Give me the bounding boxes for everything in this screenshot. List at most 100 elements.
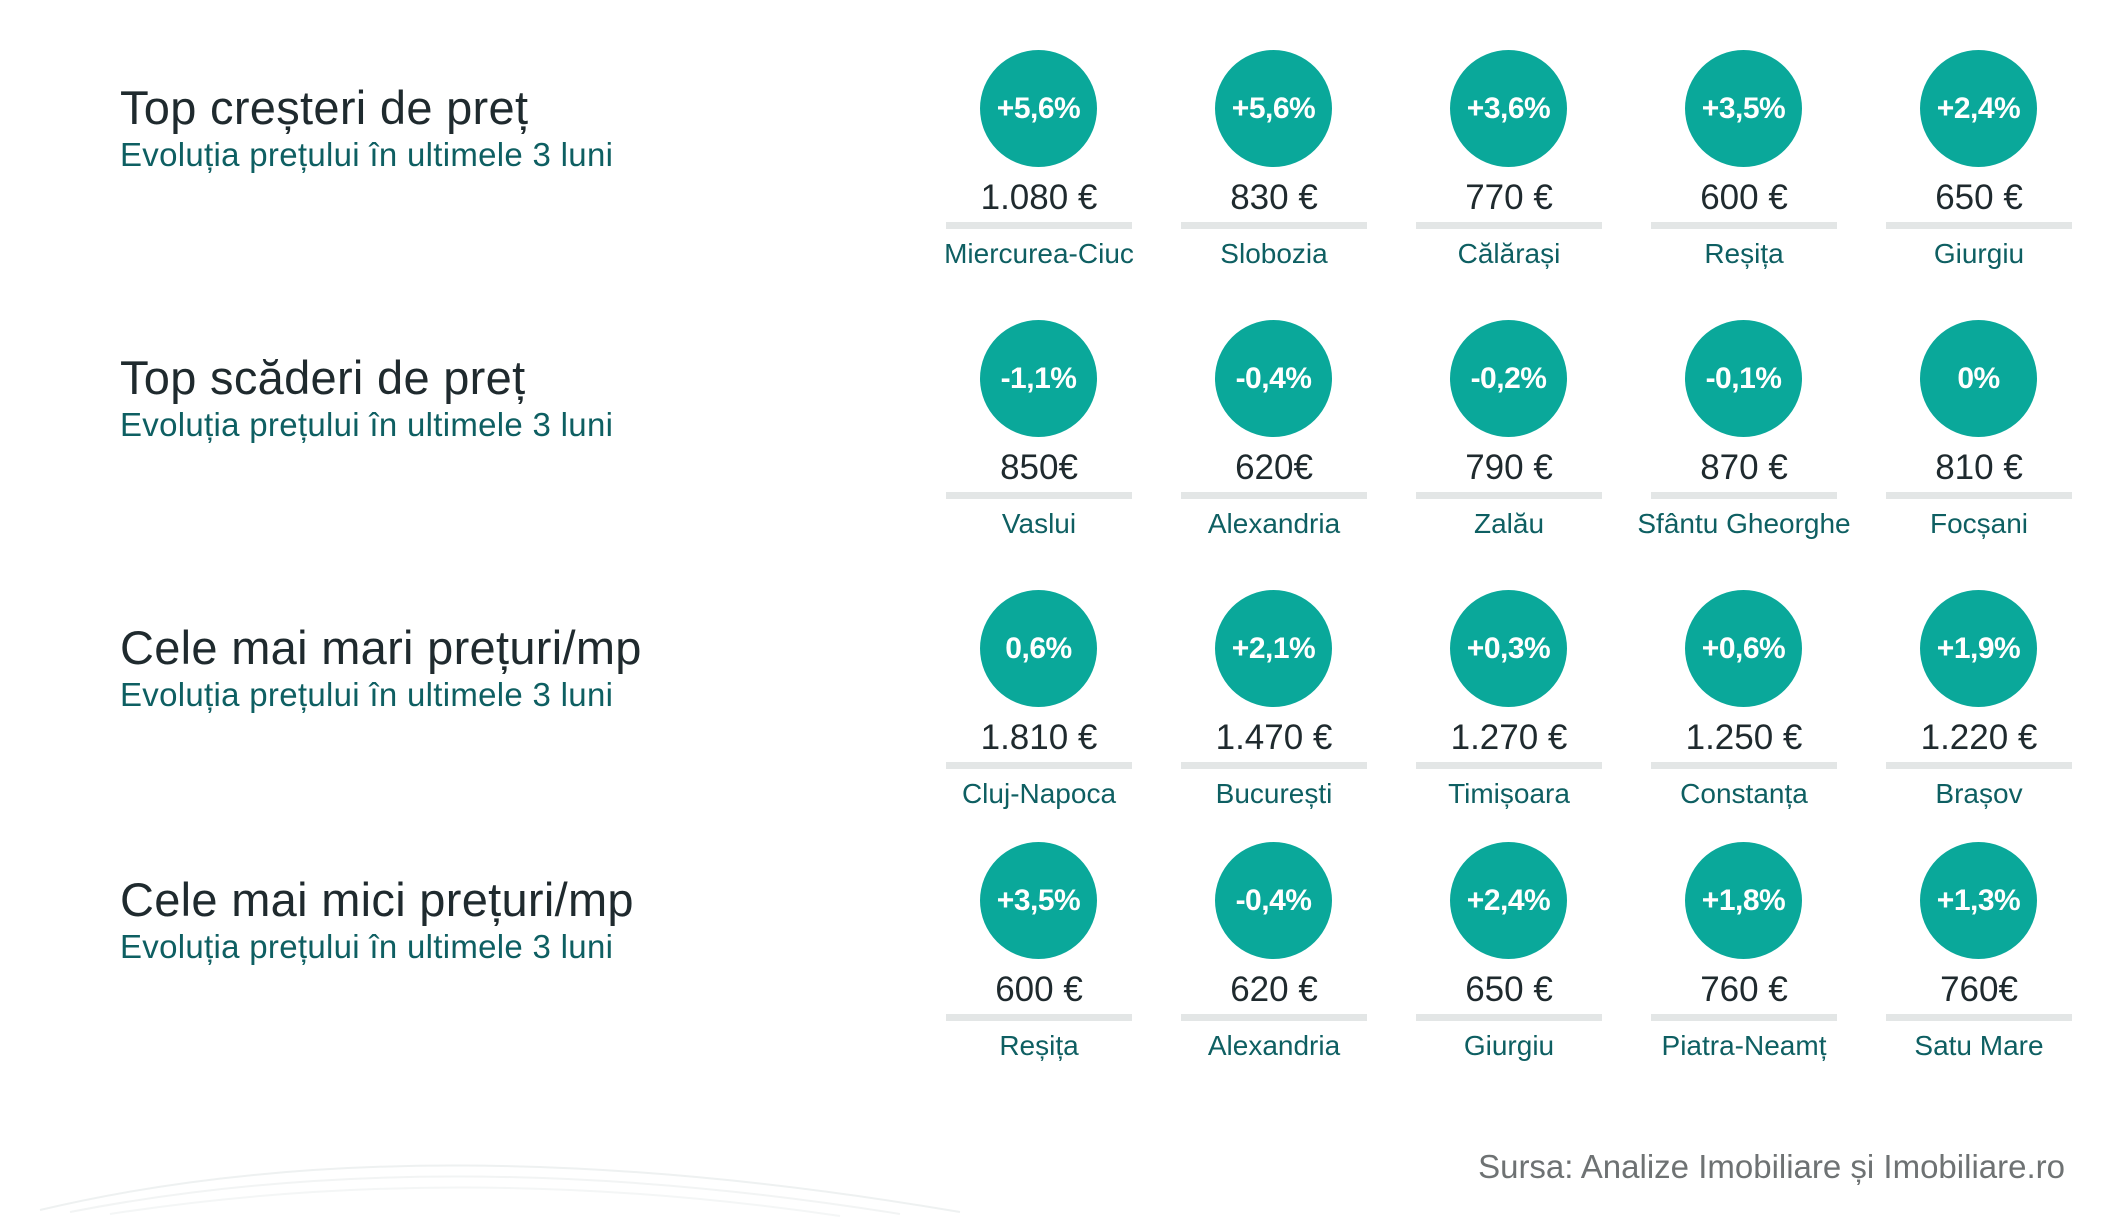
section-3: Cele mai mari prețuri/mp Evoluția prețulu… [0, 590, 2113, 840]
price-value: 770 € [1465, 178, 1553, 217]
divider [1886, 222, 2072, 229]
city-name: Giurgiu [1463, 1030, 1555, 1061]
divider [1651, 762, 1837, 769]
change-badge: +1,8% [1685, 842, 1802, 959]
city-name: Alexandria [1207, 1030, 1341, 1061]
city-card: +1,9% 1.220 € Brașov [1861, 590, 2097, 840]
section-subtitle: Evoluția prețului în ultimele 3 luni [120, 406, 614, 443]
change-badge: +5,6% [1215, 50, 1332, 167]
change-badge: -0,4% [1215, 320, 1332, 437]
price-value: 600 € [1700, 178, 1788, 217]
divider [1181, 762, 1367, 769]
city-name: Alexandria [1207, 508, 1341, 539]
city-card: +3,5% 600 € Reșița [921, 842, 1157, 1092]
city-card: +1,3% 760€ Satu Mare [1861, 842, 2097, 1092]
change-badge: +2,4% [1450, 842, 1567, 959]
price-value: 1.250 € [1685, 718, 1803, 757]
change-badge: +1,3% [1920, 842, 2037, 959]
divider [946, 492, 1132, 499]
section-title: Cele mai mari prețuri/mp [120, 621, 642, 674]
city-card: +0,3% 1.270 € Timișoara [1391, 590, 1627, 840]
section-2: Top scăderi de preț Evoluția prețului în … [0, 320, 2113, 570]
city-card: -0,2% 790 € Zalău [1391, 320, 1627, 570]
divider [1181, 492, 1367, 499]
divider [1651, 492, 1837, 499]
price-value: 790 € [1465, 448, 1553, 487]
city-name: Cluj-Napoca [961, 778, 1117, 809]
divider [1886, 762, 2072, 769]
divider [1886, 1014, 2072, 1021]
price-value: 760 € [1700, 970, 1788, 1009]
price-value: 870 € [1700, 448, 1788, 487]
divider [1416, 492, 1602, 499]
price-value: 830 € [1230, 178, 1318, 217]
divider [946, 762, 1132, 769]
divider [1181, 1014, 1367, 1021]
city-card: +1,8% 760 € Piatra-Neamț [1626, 842, 1862, 1092]
price-value: 1.080 € [980, 178, 1098, 217]
divider [1886, 492, 2072, 499]
decorative-swoosh [39, 1164, 961, 1217]
change-badge: 0,6% [980, 590, 1097, 707]
change-badge: +3,5% [980, 842, 1097, 959]
price-value: 1.270 € [1450, 718, 1568, 757]
change-badge: +1,9% [1920, 590, 2037, 707]
city-card: +2,4% 650 € Giurgiu [1861, 50, 2097, 300]
city-card: +5,6% 830 € Slobozia [1156, 50, 1392, 300]
change-badge: -0,4% [1215, 842, 1332, 959]
city-card: +0,6% 1.250 € Constanța [1626, 590, 1862, 840]
section-1: Top creșteri de preț Evoluția prețului în… [0, 50, 2113, 300]
price-value: 650 € [1465, 970, 1553, 1009]
city-name: București [1215, 778, 1333, 809]
price-value: 760€ [1940, 970, 2018, 1009]
price-value: 850€ [1000, 448, 1078, 487]
city-card: +5,6% 1.080 € Miercurea-Ciuc [921, 50, 1157, 300]
city-name: Focșani [1929, 508, 2029, 539]
section-subtitle: Evoluția prețului în ultimele 3 luni [120, 676, 614, 713]
city-name: Reșița [999, 1030, 1079, 1061]
price-value: 1.810 € [980, 718, 1098, 757]
city-card: -0,1% 870 € Sfântu Gheorghe [1626, 320, 1862, 570]
city-card: +3,6% 770 € Călărași [1391, 50, 1627, 300]
city-name: Reșița [1704, 238, 1784, 269]
price-value: 620 € [1230, 970, 1318, 1009]
divider [1651, 1014, 1837, 1021]
change-badge: +0,3% [1450, 590, 1567, 707]
section-title: Top scăderi de preț [120, 351, 526, 404]
city-name: Slobozia [1220, 238, 1328, 269]
city-name: Piatra-Neamț [1661, 1030, 1827, 1061]
divider [1416, 222, 1602, 229]
source-note: Sursa: Analize Imobiliare și Imobiliare.… [1478, 1148, 2065, 1185]
city-name: Timișoara [1448, 778, 1570, 809]
price-value: 620€ [1235, 448, 1313, 487]
section-title: Top creșteri de preț [120, 81, 529, 134]
city-name: Giurgiu [1933, 238, 2025, 269]
change-badge: +3,5% [1685, 50, 1802, 167]
city-card: 0,6% 1.810 € Cluj-Napoca [921, 590, 1157, 840]
change-badge: -0,1% [1685, 320, 1802, 437]
section-subtitle: Evoluția prețului în ultimele 3 luni [120, 136, 614, 173]
divider [946, 1014, 1132, 1021]
divider [1416, 1014, 1602, 1021]
city-name: Constanța [1680, 778, 1808, 809]
price-value: 600 € [995, 970, 1083, 1009]
divider [946, 222, 1132, 229]
city-name: Miercurea-Ciuc [944, 238, 1134, 269]
price-value: 1.470 € [1215, 718, 1333, 757]
city-name: Călărași [1457, 238, 1561, 269]
section-title: Cele mai mici prețuri/mp [120, 873, 634, 926]
divider [1416, 762, 1602, 769]
city-card: +2,4% 650 € Giurgiu [1391, 842, 1627, 1092]
city-name: Zalău [1473, 508, 1545, 539]
city-card: -0,4% 620 € Alexandria [1156, 842, 1392, 1092]
divider [1181, 222, 1367, 229]
city-name: Sfântu Gheorghe [1637, 508, 1851, 539]
section-subtitle: Evoluția prețului în ultimele 3 luni [120, 928, 614, 965]
change-badge: +0,6% [1685, 590, 1802, 707]
city-name: Satu Mare [1914, 1030, 2044, 1061]
change-badge: +5,6% [980, 50, 1097, 167]
change-badge: -1,1% [980, 320, 1097, 437]
change-badge: +2,4% [1920, 50, 2037, 167]
city-name: Vaslui [1001, 508, 1077, 539]
change-badge: +3,6% [1450, 50, 1567, 167]
